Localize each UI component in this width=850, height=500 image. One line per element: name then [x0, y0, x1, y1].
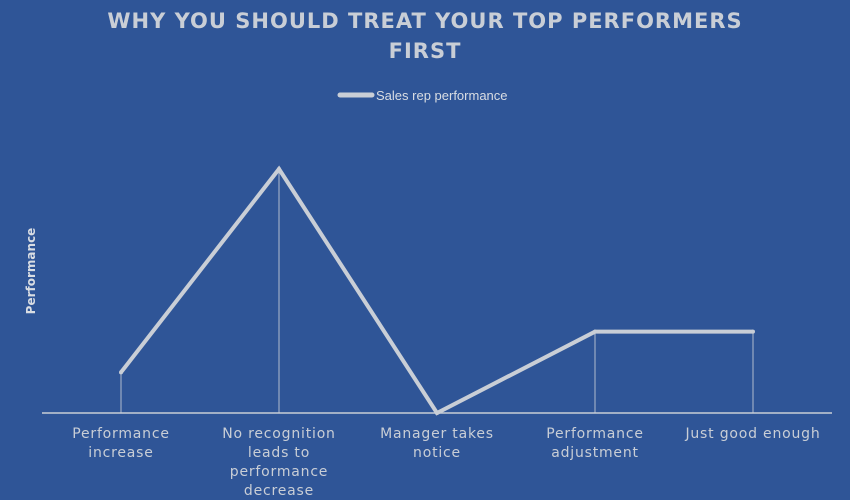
- x-tick-label: Manager takes notice: [380, 426, 494, 461]
- chart-title: WHY YOU SHOULD TREAT YOUR TOP PERFORMERS…: [0, 6, 850, 66]
- data-point: [593, 329, 597, 334]
- legend-label: Sales rep performance: [376, 88, 508, 103]
- series-line: [119, 165, 753, 416]
- chart-title-line-1: WHY YOU SHOULD TREAT YOUR TOP PERFORMERS: [107, 9, 743, 33]
- data-point: [435, 411, 439, 415]
- y-axis-label: Performance: [24, 228, 38, 315]
- x-tick-label: Performance adjustment: [546, 426, 644, 461]
- x-tick-label: Performance increase: [72, 426, 170, 461]
- data-point: [751, 329, 755, 334]
- x-tick-label: No recognition leads to performance decreas…: [222, 426, 335, 499]
- x-tick-label: Just good enough: [684, 426, 820, 442]
- chart-title-line-2: FIRST: [388, 39, 462, 63]
- data-point: [277, 167, 281, 171]
- data-point: [119, 370, 123, 375]
